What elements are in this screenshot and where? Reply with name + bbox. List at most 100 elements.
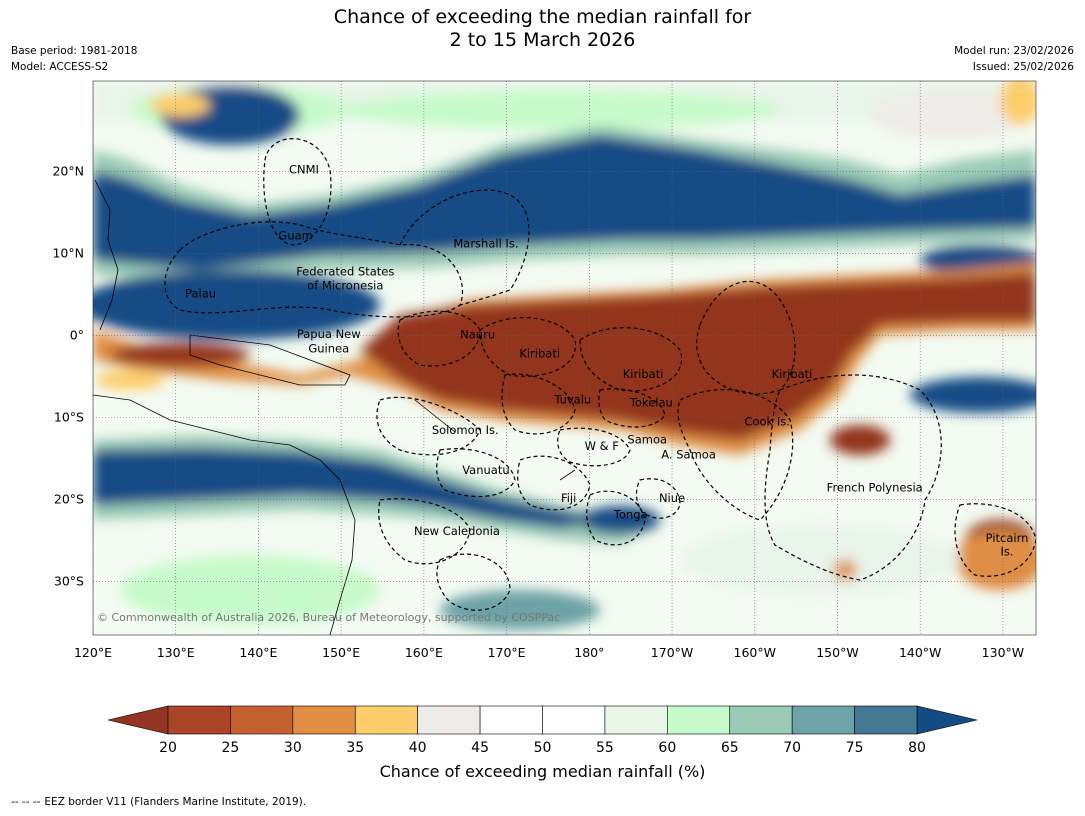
region-label: Samoa — [627, 433, 667, 447]
eez-kiribati-gilberts — [479, 317, 576, 377]
field-red-png — [110, 343, 250, 367]
colorbar-segment — [729, 705, 793, 735]
colorbar-segment — [542, 705, 606, 735]
region-label: W & F — [585, 439, 619, 453]
colorbar-tick-label: 60 — [658, 740, 676, 756]
region-label: Cook Is. — [744, 415, 789, 429]
region-label: Papua New — [297, 327, 361, 341]
field-blue-png — [93, 270, 380, 340]
map-frame — [92, 80, 1037, 636]
lon-tick-label: 120°E — [74, 645, 112, 660]
philippines-coast — [94, 179, 119, 331]
region-label: Kiribati — [623, 367, 664, 381]
title-line-1: Chance of exceeding the median rainfall … — [333, 6, 752, 28]
colorbar-tick-label: 80 — [908, 740, 926, 756]
eez-legend-text: EEZ border V11 (Flanders Marine Institut… — [44, 796, 307, 808]
colorbar-over-arrow — [916, 705, 978, 735]
eez-legend-symbol: -- -- -- — [11, 796, 41, 808]
colorbar-segment — [854, 705, 918, 735]
rainfall-field — [93, 81, 1036, 630]
eez-marshall — [399, 189, 530, 306]
colorbar-tick-label: 75 — [846, 740, 864, 756]
colorbar-segment — [167, 705, 231, 735]
eez-kiribati-phoenix — [579, 327, 683, 392]
title-line-2: 2 to 15 March 2026 — [449, 29, 636, 51]
region-label: Tonga — [613, 507, 648, 521]
colorbar-tick-label: 55 — [596, 740, 614, 756]
eez-nauru — [397, 310, 481, 367]
field-pale-southeast — [680, 525, 960, 595]
eez-fiji — [517, 455, 591, 511]
region-label: Nauru — [460, 328, 495, 342]
map-copyright: © Commonwealth of Australia 2026, Bureau… — [97, 611, 560, 624]
lon-tick-label: 160°E — [405, 645, 443, 660]
lon-tick-label: 150°W — [816, 645, 858, 660]
field-blue-south — [93, 448, 610, 528]
lat-tick-label: 10°N — [52, 245, 84, 260]
region-label: Tokelau — [629, 396, 673, 410]
eez-solomon — [376, 396, 481, 456]
eez-norfolk — [436, 553, 511, 611]
colorbar-tick-label: 35 — [346, 740, 364, 756]
colorbar-segment — [292, 705, 356, 735]
lon-tick-label: 140°W — [899, 645, 941, 660]
eez-tonga — [586, 490, 646, 546]
colorbar-under-arrow — [107, 705, 169, 735]
colorbar-tick-label: 50 — [534, 740, 552, 756]
colorbar-tick-label: 45 — [471, 740, 489, 756]
lon-tick-label: 180° — [574, 645, 604, 660]
region-label: Kiribati — [519, 346, 560, 360]
eez-french-polynesia — [764, 374, 942, 581]
field-green-north — [340, 90, 780, 130]
lon-tick-label: 170°E — [488, 645, 526, 660]
eez-niue — [635, 478, 681, 519]
region-label: Is. — [1001, 544, 1014, 558]
lat-tick-label: 30°S — [54, 574, 84, 589]
region-label: Niue — [659, 491, 685, 505]
lon-tick-label: 170°W — [651, 645, 693, 660]
region-label: Pitcairn — [986, 531, 1029, 545]
model-run-text: Model run: 23/02/2026 — [954, 45, 1074, 57]
new-guinea-coast — [189, 334, 351, 386]
base-period-text: Base period: 1981-2018 — [11, 45, 138, 57]
eez-borders — [164, 138, 1036, 611]
colorbar-tick-label: 65 — [721, 740, 739, 756]
region-label: of Micronesia — [307, 278, 383, 292]
lat-tick-label: 20°S — [54, 492, 84, 507]
eez-kiribati-line — [696, 280, 796, 395]
region-label: Marshall Is. — [453, 237, 518, 251]
colorbar-tick-label: 40 — [409, 740, 427, 756]
eez-pitcairn — [954, 503, 1036, 577]
field-blue-tonga — [580, 506, 660, 534]
region-label: French Polynesia — [827, 480, 923, 494]
australia-coast — [93, 394, 356, 635]
region-label: Guinea — [308, 342, 349, 356]
colorbar-segment — [230, 705, 294, 735]
region-label: Vanuatu — [462, 463, 509, 477]
colorbar-segment — [479, 705, 543, 735]
colorbar-segment — [417, 705, 481, 735]
lon-tick-label: 130°W — [982, 645, 1024, 660]
eez-vanuatu — [436, 448, 516, 498]
issued-text: Issued: 25/02/2026 — [972, 61, 1074, 73]
colorbar-segment — [604, 705, 668, 735]
meta-left: Base period: 1981-2018 Model: ACCESS-S2 — [11, 43, 137, 75]
lat-tick-label: 10°S — [54, 410, 84, 425]
model-text: Model: ACCESS-S2 — [11, 61, 109, 73]
field-grey-ne — [870, 90, 1030, 140]
eez-tuvalu — [501, 373, 576, 435]
colorbar-segment — [354, 705, 418, 735]
eez-new-caledonia — [378, 498, 471, 565]
region-label: Solomon Is. — [432, 423, 499, 437]
field-yellow-ne — [1000, 81, 1036, 125]
colorbar-tick-label: 20 — [159, 740, 177, 756]
region-label: Palau — [185, 287, 216, 301]
lon-tick-label: 150°E — [322, 645, 360, 660]
chart-title: Chance of exceeding the median rainfall … — [0, 6, 1085, 52]
colorbar-tick-label: 25 — [222, 740, 240, 756]
coastlines — [93, 179, 576, 635]
eez-cook — [677, 389, 794, 521]
field-red-fp — [830, 425, 890, 455]
